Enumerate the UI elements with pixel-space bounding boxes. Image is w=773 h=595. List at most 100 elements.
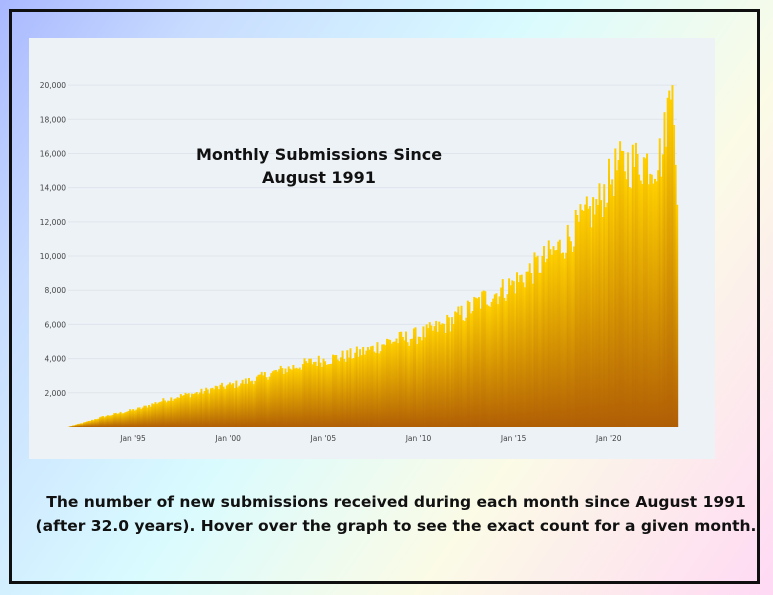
bar[interactable] (211, 387, 214, 427)
bar[interactable] (194, 393, 197, 427)
bar[interactable] (462, 320, 465, 427)
bar[interactable] (171, 400, 174, 427)
bar[interactable] (216, 386, 219, 427)
bar[interactable] (431, 330, 434, 427)
bar[interactable] (133, 410, 136, 427)
bar[interactable] (236, 387, 239, 427)
bar[interactable] (141, 407, 144, 427)
bar[interactable] (257, 374, 260, 427)
bar[interactable] (97, 418, 100, 427)
bar[interactable] (89, 420, 92, 427)
bar[interactable] (392, 341, 395, 427)
bar[interactable] (376, 342, 379, 427)
bar[interactable] (398, 331, 401, 427)
bar[interactable] (328, 364, 331, 427)
bar[interactable] (167, 400, 170, 427)
bar[interactable] (393, 341, 396, 427)
bar[interactable] (573, 246, 576, 427)
bar[interactable] (544, 262, 547, 427)
bar[interactable] (514, 293, 517, 427)
bar[interactable] (81, 423, 84, 427)
bar[interactable] (95, 419, 98, 427)
bar[interactable] (251, 380, 254, 427)
bar[interactable] (501, 279, 504, 427)
bar[interactable] (528, 263, 531, 427)
bar[interactable] (255, 376, 258, 427)
bar[interactable] (287, 366, 290, 427)
bar[interactable] (219, 384, 222, 427)
bar[interactable] (569, 241, 572, 427)
bar[interactable] (539, 272, 542, 427)
bar[interactable] (113, 413, 116, 427)
bar[interactable] (286, 372, 289, 427)
bar[interactable] (604, 207, 607, 427)
bar[interactable] (176, 397, 179, 427)
bar[interactable] (355, 346, 358, 427)
bar[interactable] (439, 324, 442, 427)
bar[interactable] (666, 97, 669, 427)
bar[interactable] (433, 326, 436, 427)
bar[interactable] (443, 323, 446, 427)
bar[interactable] (295, 367, 298, 427)
bar[interactable] (284, 368, 287, 428)
bar[interactable] (273, 370, 276, 427)
bar[interactable] (249, 381, 252, 427)
bar[interactable] (263, 372, 266, 427)
bar[interactable] (649, 173, 652, 427)
bar[interactable] (352, 357, 355, 427)
bar[interactable] (76, 424, 79, 427)
bar[interactable] (224, 388, 227, 427)
bar[interactable] (83, 422, 86, 427)
bar[interactable] (411, 338, 414, 427)
bar[interactable] (73, 425, 76, 427)
bar[interactable] (590, 227, 593, 427)
bar[interactable] (110, 415, 113, 427)
bar[interactable] (593, 214, 596, 427)
bar[interactable] (260, 371, 263, 427)
bar[interactable] (75, 424, 78, 427)
bar[interactable] (482, 290, 485, 428)
bar[interactable] (630, 188, 633, 427)
bar[interactable] (595, 199, 598, 427)
bar[interactable] (650, 174, 653, 427)
bar[interactable] (94, 419, 97, 427)
bar[interactable] (190, 393, 193, 427)
bar[interactable] (373, 351, 376, 427)
bar[interactable] (623, 171, 626, 427)
bar[interactable] (600, 200, 603, 427)
bar[interactable] (151, 403, 154, 427)
bar[interactable] (111, 414, 114, 427)
bar[interactable] (178, 397, 181, 427)
bar[interactable] (344, 361, 347, 427)
bar[interactable] (317, 355, 320, 427)
bar[interactable] (181, 395, 184, 427)
bar[interactable] (538, 272, 541, 427)
bar[interactable] (84, 422, 87, 427)
bar[interactable] (351, 358, 354, 427)
bar[interactable] (205, 387, 208, 427)
bar[interactable] (577, 221, 580, 427)
bar[interactable] (292, 364, 295, 427)
bar[interactable] (609, 184, 612, 427)
bar[interactable] (335, 354, 338, 427)
bar[interactable] (457, 306, 460, 427)
bar[interactable] (187, 393, 190, 427)
bar[interactable] (79, 423, 82, 427)
bar[interactable] (282, 373, 285, 427)
bar[interactable] (592, 197, 595, 427)
bar[interactable] (160, 401, 163, 427)
bar[interactable] (254, 380, 257, 427)
bar[interactable] (206, 389, 209, 427)
bar[interactable] (676, 204, 679, 427)
bar[interactable] (474, 297, 477, 427)
bar[interactable] (416, 344, 419, 427)
bar[interactable] (208, 393, 211, 427)
bar[interactable] (235, 380, 238, 427)
bar[interactable] (122, 413, 125, 427)
bar[interactable] (378, 353, 381, 427)
bar[interactable] (627, 152, 630, 427)
bar[interactable] (320, 366, 323, 427)
bar[interactable] (554, 250, 557, 427)
bar[interactable] (654, 178, 656, 427)
chart-plot-area[interactable]: 2,000 4,000 6,000 8,000 10,000 12,000 14,000 16… (29, 38, 715, 459)
